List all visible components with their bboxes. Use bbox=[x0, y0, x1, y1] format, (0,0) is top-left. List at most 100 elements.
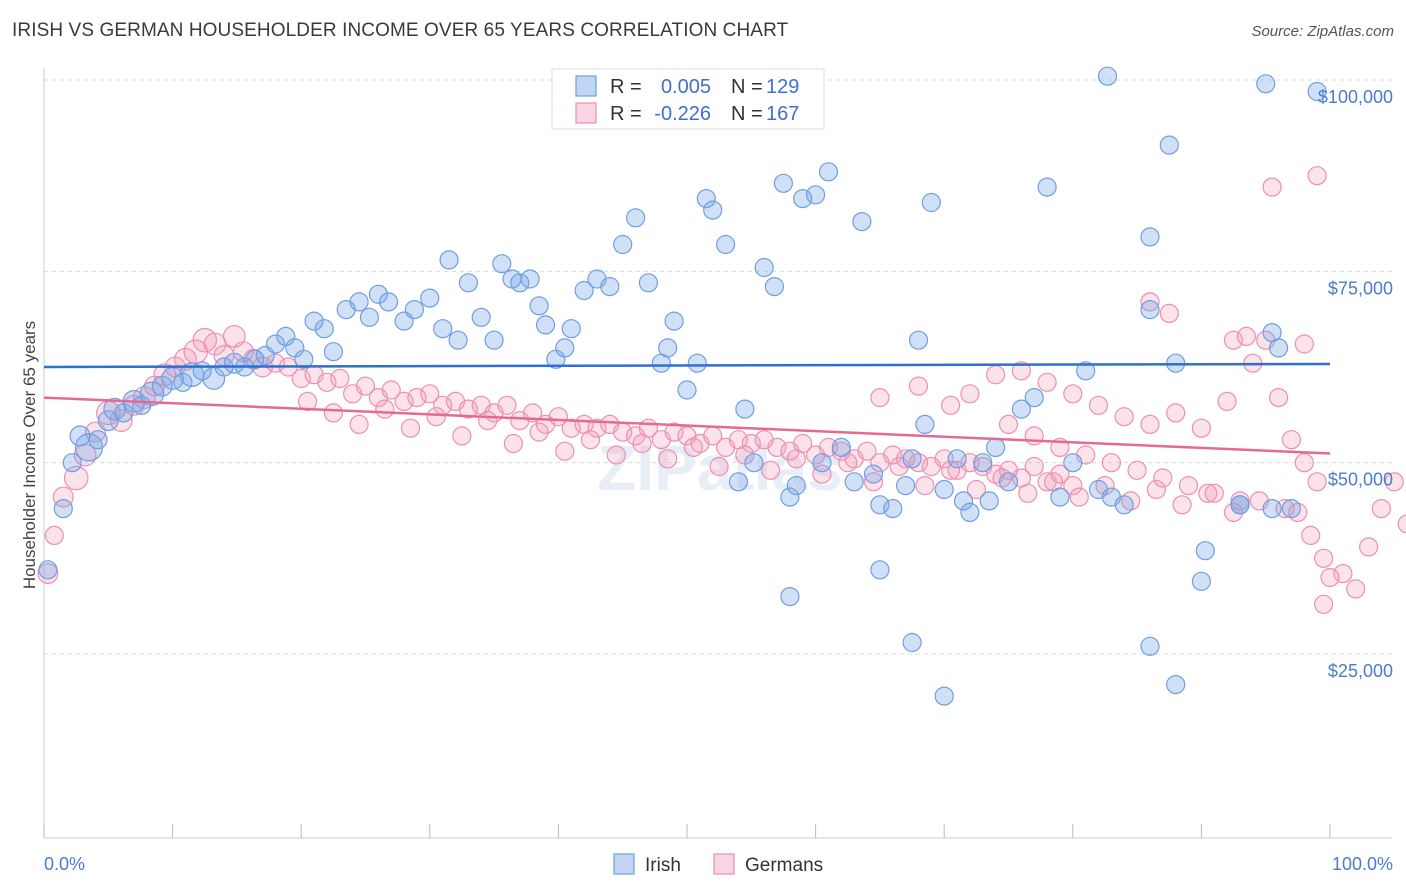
germans-point bbox=[1140, 414, 1160, 434]
germans-point bbox=[63, 465, 89, 491]
irish-point bbox=[1191, 571, 1212, 591]
irish-point bbox=[818, 162, 839, 182]
irish-point bbox=[53, 499, 73, 519]
irish-point bbox=[908, 330, 929, 350]
legend-n-label: N = bbox=[731, 76, 763, 98]
germans-point bbox=[1313, 594, 1334, 614]
germans-point bbox=[381, 380, 401, 400]
irish-point bbox=[934, 479, 954, 500]
irish-point bbox=[979, 491, 999, 511]
irish-point bbox=[471, 307, 491, 327]
y-tick-label: $100,000 bbox=[1318, 87, 1393, 107]
germans-point bbox=[1024, 426, 1044, 446]
germans-point bbox=[1037, 372, 1057, 392]
germans-point bbox=[940, 395, 961, 415]
germans-point bbox=[561, 418, 581, 438]
germans-point bbox=[349, 414, 369, 434]
germans-point bbox=[503, 433, 524, 454]
irish-point bbox=[805, 185, 826, 205]
irish-point bbox=[687, 353, 707, 373]
germans-points bbox=[37, 166, 1406, 614]
y-tick-label: $50,000 bbox=[1328, 470, 1393, 490]
irish-point bbox=[728, 472, 749, 492]
irish-point bbox=[947, 449, 967, 469]
irish-point bbox=[1011, 399, 1032, 419]
irish-point bbox=[1050, 487, 1070, 507]
irish-point bbox=[844, 472, 864, 492]
germans-point bbox=[857, 441, 877, 461]
irish-point bbox=[773, 173, 794, 193]
irish-legend-swatch bbox=[575, 75, 597, 97]
irish-point bbox=[883, 499, 903, 519]
legend-n-label: N = bbox=[731, 103, 763, 125]
germans-point bbox=[632, 433, 652, 454]
irish-point bbox=[744, 453, 764, 473]
irish-point bbox=[359, 307, 379, 327]
irish-point bbox=[998, 472, 1019, 492]
legend-stats: R = 0.005 N = 129 R = -0.226 N = 167 bbox=[551, 68, 825, 130]
germans-point bbox=[1294, 453, 1314, 473]
germans-point bbox=[709, 456, 729, 477]
germans-point bbox=[863, 472, 884, 492]
irish-point bbox=[368, 284, 388, 304]
germans-point bbox=[1294, 334, 1314, 354]
irish-point bbox=[1024, 388, 1044, 408]
irish-point bbox=[921, 192, 941, 213]
irish-point bbox=[1166, 674, 1186, 695]
germans-point bbox=[355, 376, 376, 396]
germans-point bbox=[555, 441, 575, 461]
germans-point bbox=[1178, 476, 1199, 496]
germans-point bbox=[1140, 292, 1160, 312]
irish-point bbox=[1230, 495, 1250, 515]
grid bbox=[44, 79, 1392, 655]
irish-point bbox=[265, 334, 286, 354]
germans-point bbox=[1236, 326, 1257, 346]
germans-point bbox=[1024, 456, 1044, 477]
germans-point bbox=[44, 525, 64, 546]
germans-point bbox=[1371, 499, 1392, 519]
x-tick-label: 100.0% bbox=[1332, 854, 1393, 874]
irish-point bbox=[1195, 541, 1215, 561]
irish-point bbox=[458, 273, 478, 293]
irish-points bbox=[38, 66, 1327, 706]
source-label: Source: ZipAtlas.com bbox=[1251, 23, 1394, 40]
irish-point bbox=[625, 208, 646, 228]
irish-point bbox=[1262, 499, 1282, 519]
germans-point bbox=[580, 430, 601, 450]
germans-point bbox=[174, 347, 197, 371]
germans-legend-label: Germans bbox=[745, 855, 823, 876]
irish-point bbox=[735, 399, 755, 419]
germans-point bbox=[760, 460, 781, 480]
germans-point bbox=[966, 479, 987, 500]
y-tick-label: $75,000 bbox=[1328, 278, 1393, 298]
germans-point bbox=[1307, 472, 1327, 492]
germans-point bbox=[658, 449, 678, 469]
irish-point bbox=[492, 254, 512, 274]
germans-point bbox=[52, 486, 74, 508]
irish-point bbox=[245, 349, 265, 369]
germans-point bbox=[985, 365, 1006, 385]
germans-point bbox=[1358, 537, 1379, 557]
germans-point bbox=[1281, 430, 1302, 450]
irish-point bbox=[895, 476, 916, 496]
irish-point bbox=[379, 292, 399, 312]
y-tick-label: $25,000 bbox=[1328, 661, 1393, 681]
irish-point bbox=[1140, 300, 1160, 320]
germans-point bbox=[1198, 483, 1218, 503]
germans-legend-swatch bbox=[713, 853, 735, 875]
legend-r-label: R = bbox=[610, 76, 642, 98]
germans-point bbox=[1063, 384, 1083, 404]
irish-point bbox=[304, 311, 324, 331]
legend-r-value: -0.226 bbox=[654, 103, 711, 125]
germans-point bbox=[998, 414, 1019, 434]
germans-point bbox=[1384, 472, 1404, 492]
germans-point bbox=[1301, 525, 1321, 546]
irish-legend-label: Irish bbox=[645, 855, 681, 876]
germans-point bbox=[420, 384, 440, 404]
germans-point bbox=[812, 464, 832, 484]
irish-point bbox=[613, 234, 633, 255]
irish-point bbox=[985, 437, 1006, 457]
trend-lines bbox=[43, 362, 1331, 455]
irish-point bbox=[1140, 227, 1160, 247]
legend-n-value: 129 bbox=[766, 76, 799, 98]
